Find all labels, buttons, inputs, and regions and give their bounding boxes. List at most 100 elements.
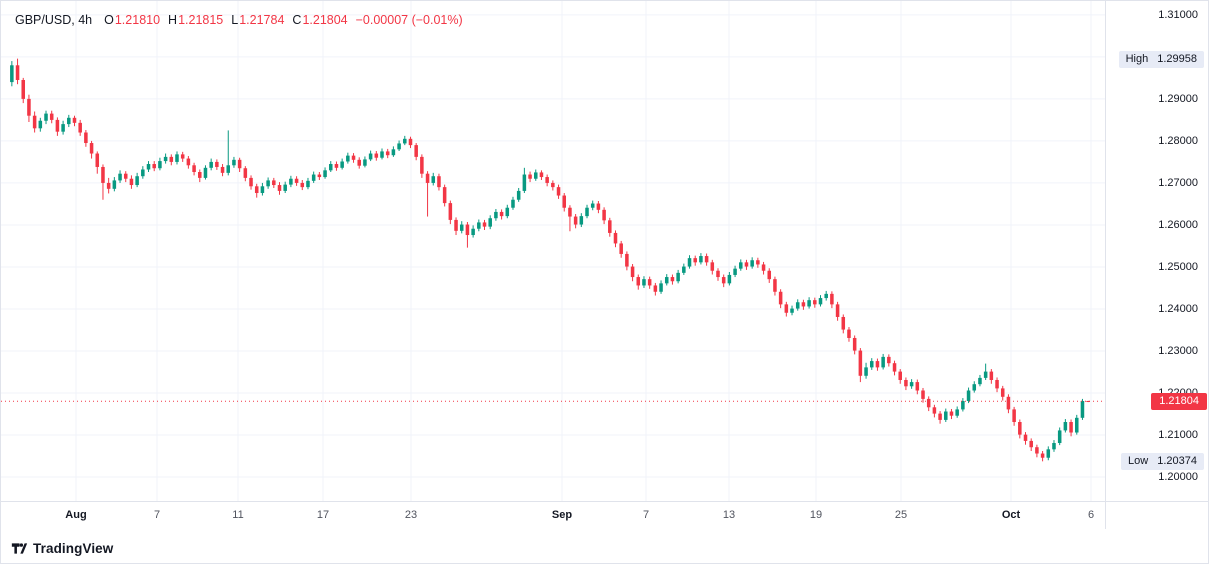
tradingview-logo-icon [11,543,28,554]
price-axis[interactable]: High 1.29958 Low 1.20374 1.21804 1.31000… [1105,1,1209,529]
price-axis-label: 1.31000 [1158,8,1198,21]
change-value: −0.00007 (−0.01%) [355,13,463,27]
price-axis-label: 1.26000 [1158,218,1198,231]
candle [32,111,37,133]
candle [408,136,413,149]
candle [425,171,430,217]
candle [864,362,868,379]
candle [773,276,777,296]
candle [716,268,720,281]
candle [169,154,174,166]
candle [852,335,857,355]
ohlc-value: 1.21815 [178,13,224,27]
candle [482,219,487,230]
candle [539,170,544,180]
candle [647,276,652,289]
candle [192,162,196,176]
price-axis-label: 1.23000 [1158,345,1198,357]
candle [226,130,231,176]
candle [636,274,641,290]
tradingview-logo[interactable]: TradingView [11,540,113,557]
candle [471,225,475,238]
candle [892,360,897,376]
candle [744,259,749,270]
candle [283,181,287,194]
candle [1052,440,1056,452]
ohlc-key: O [104,13,114,27]
candle [363,156,367,168]
candle [664,274,669,286]
candle [141,166,145,179]
candle [346,152,350,164]
candle [926,396,931,412]
candle [978,374,982,387]
candle [790,305,794,316]
candle [1035,444,1039,458]
candle [1029,438,1033,451]
candle [232,156,236,168]
candle [568,205,572,232]
candle [420,154,424,178]
candle [932,404,937,418]
candle [887,354,891,367]
candle [1086,400,1090,403]
candle [1012,406,1016,426]
candle [49,110,54,124]
candle [733,265,737,278]
candle [841,314,846,334]
price-axis-label: 1.25000 [1158,260,1198,273]
candle [625,251,629,271]
grid-lines [1,1,1105,501]
candle [630,264,635,282]
time-axis-label: 6 [1087,509,1095,521]
candle [1023,432,1028,445]
candle [277,182,282,195]
time-axis-label: 19 [809,509,823,521]
candlestick-chart[interactable] [1,1,1105,501]
candle [608,217,612,237]
candle [1063,419,1068,433]
candle [15,58,20,85]
candle [778,289,783,309]
time-axis-label: 7 [642,509,650,521]
candle [585,204,589,219]
ohlc-key: C [292,13,302,27]
ohlc-value: 1.21804 [302,13,348,27]
candle [909,379,914,389]
ohlc-key: L [231,13,239,27]
candle [1000,385,1005,401]
candle [10,61,14,87]
symbol-title[interactable]: GBP/USD, 4h [15,13,93,27]
candle [989,369,994,384]
candle [596,201,601,214]
candle [459,221,464,234]
candle [294,176,299,186]
candle [397,140,401,151]
candle [761,261,766,275]
time-axis-label: Aug [65,509,87,521]
candle [437,173,441,191]
candle [84,129,88,147]
candle [494,208,498,221]
candle [44,110,48,125]
low-badge-label: Low [1128,455,1149,468]
candles-series [10,58,1090,462]
chart-legend: GBP/USD, 4h O1.21810 H1.21815 L1.21784 C1.2… [15,13,463,27]
candle [807,297,811,309]
price-axis-label: 1.28000 [1158,134,1198,147]
candle [1074,414,1079,435]
candle [442,184,447,207]
candle [254,183,259,198]
candle [573,214,578,229]
candle [699,253,703,265]
candle [642,276,646,288]
candle [830,291,834,309]
candle [562,193,567,212]
price-axis-label: 1.21000 [1158,429,1198,442]
candle [590,200,595,211]
candle [374,151,379,161]
candle [488,215,492,230]
time-axis[interactable]: Aug 7 11 17 23 Sep 7 13 19 25 Oct 6 [1,501,1105,529]
candle [403,135,407,146]
candle [198,169,202,183]
